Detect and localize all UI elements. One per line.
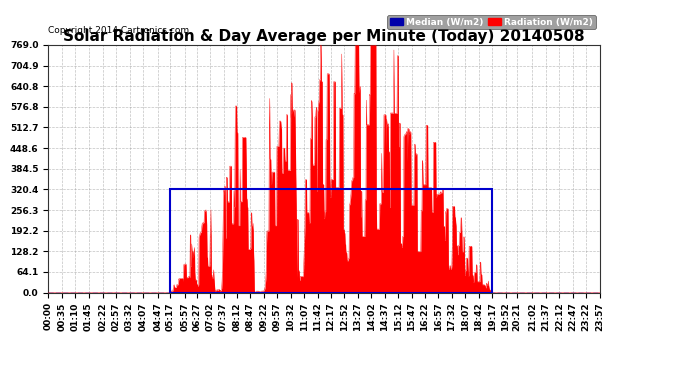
Title: Solar Radiation & Day Average per Minute (Today) 20140508: Solar Radiation & Day Average per Minute… (63, 29, 585, 44)
Text: Copyright 2014 Cartronics.com: Copyright 2014 Cartronics.com (48, 26, 190, 35)
Bar (170, 189, 492, 292)
Legend: Median (W/m2), Radiation (W/m2): Median (W/m2), Radiation (W/m2) (387, 15, 595, 29)
